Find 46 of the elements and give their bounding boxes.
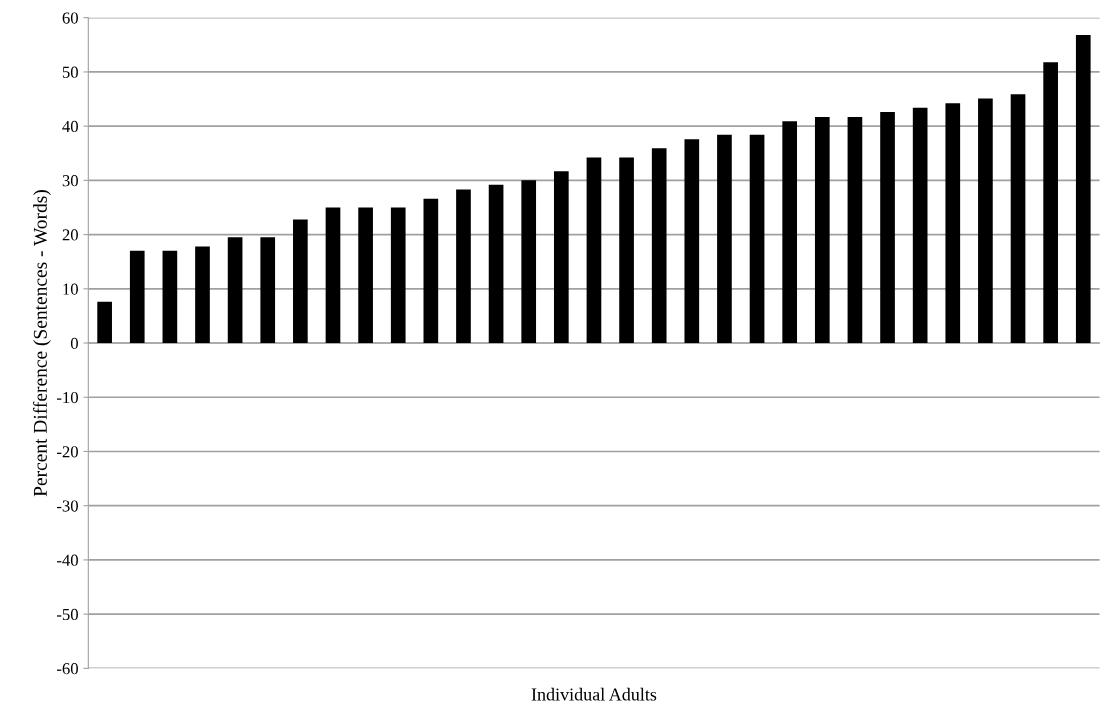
bar	[390, 207, 406, 344]
bar	[260, 237, 276, 344]
y-tick-label: 10	[63, 283, 78, 295]
y-tick-label: 20	[62, 229, 78, 241]
bar	[1043, 62, 1058, 344]
y-tick-label: -60	[57, 663, 78, 675]
y-tick-label: 40	[62, 120, 78, 133]
bar	[912, 107, 928, 344]
bar	[325, 207, 341, 344]
bar	[162, 250, 178, 344]
bar	[488, 184, 504, 344]
bar	[1010, 94, 1026, 344]
bar	[1075, 35, 1091, 344]
y-axis-title: Percent Difference (Sentences - Words)	[32, 190, 51, 497]
bar	[619, 157, 634, 344]
y-tick-label: -50	[57, 608, 78, 621]
y-tick-label: 30	[62, 175, 78, 187]
bar	[586, 157, 602, 344]
y-tick-label: 50	[62, 66, 78, 78]
bar	[945, 103, 961, 344]
bar	[293, 219, 308, 344]
bar	[195, 246, 210, 344]
bar	[749, 134, 765, 344]
y-tick-label: -40	[57, 554, 78, 566]
bar	[880, 112, 895, 344]
y-tick-label: -10	[57, 391, 78, 404]
y-tick-label: -20	[57, 446, 78, 458]
bar	[847, 116, 863, 344]
y-tick-label: -30	[57, 500, 78, 512]
bar	[358, 207, 373, 344]
bar	[456, 189, 471, 344]
bar	[227, 237, 243, 344]
y-tick-label: 60	[62, 12, 78, 24]
bar	[782, 121, 798, 344]
bar	[129, 250, 145, 344]
bar	[651, 148, 667, 344]
x-axis-title: Individual Adults	[531, 687, 657, 701]
bar	[423, 198, 439, 344]
bar	[553, 171, 569, 344]
bar	[684, 139, 700, 344]
bar	[814, 116, 830, 344]
bar	[521, 180, 537, 344]
bar	[978, 98, 993, 344]
y-tick-label: 0	[70, 337, 78, 349]
bar	[717, 134, 732, 344]
bar	[97, 301, 112, 344]
